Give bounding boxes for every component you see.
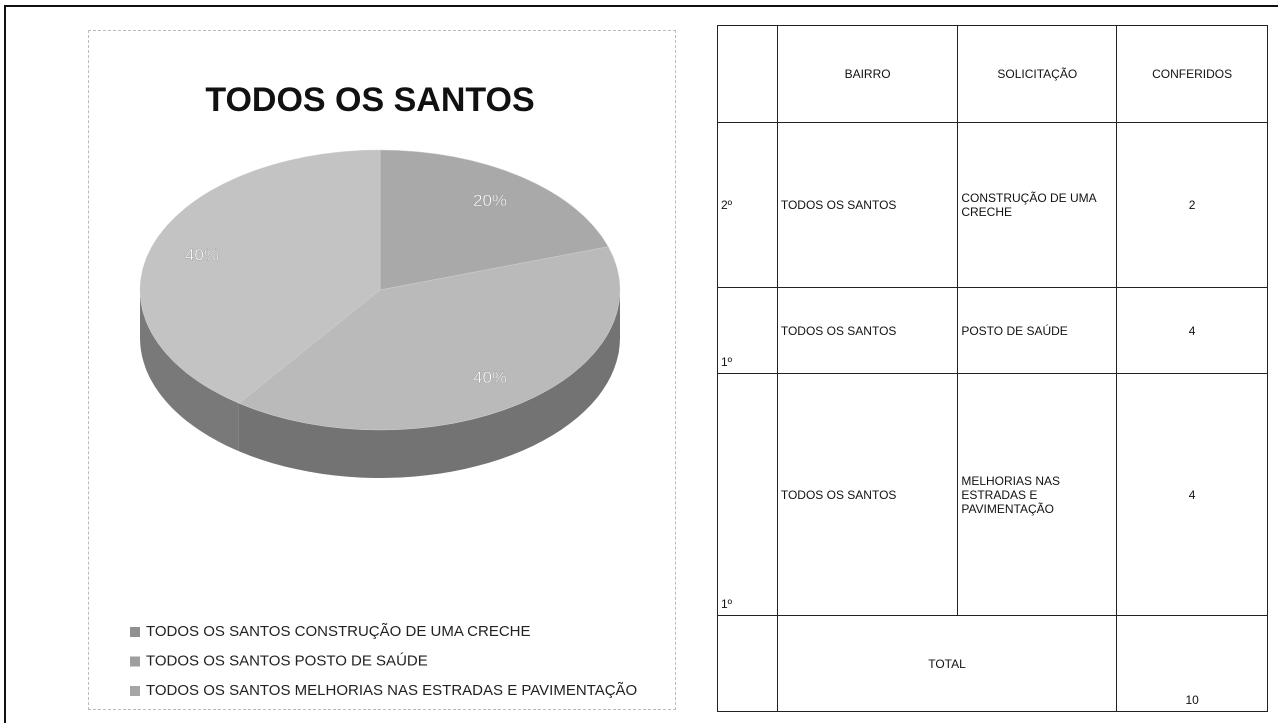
legend-label: TODOS OS SANTOS CONSTRUÇÃO DE UMA CRECHE <box>146 623 531 640</box>
cell: 4 <box>1116 287 1268 374</box>
legend-label: TODOS OS SANTOS MELHORIAS NAS ESTRADAS E… <box>146 682 637 699</box>
cell <box>717 25 778 123</box>
data-label: 40% <box>473 368 507 387</box>
pie-slice <box>238 246 621 431</box>
header-row: BAIRRO SOLICITAÇÃO CONFERIDOS <box>717 25 1268 123</box>
legend-label: TODOS OS SANTOS POSTO DE SAÚDE <box>146 652 428 669</box>
data-label: 20% <box>473 191 507 210</box>
header-cell: BAIRRO <box>776 25 959 123</box>
legend-swatch <box>130 686 140 696</box>
row: 1º TODOS OS SANTOS POSTO DE SAÚDE 4 <box>717 287 1268 374</box>
legend-swatch <box>130 656 140 667</box>
cell: 2º <box>717 122 778 288</box>
cell: 1º <box>717 373 778 616</box>
cell: 1º <box>717 287 778 374</box>
total-value: 10 <box>1116 615 1268 712</box>
cell: 2 <box>1116 122 1268 288</box>
data-table: BAIRRO SOLICITAÇÃO CONFERIDOS 2º TODOS O… <box>717 25 1268 712</box>
cell: MELHORIAS NAS ESTRADAS E PAVIMENTAÇÃO <box>957 373 1118 616</box>
chart-box <box>88 30 676 710</box>
frame <box>4 5 1278 723</box>
cell: CONSTRUÇÃO DE UMA CRECHE <box>957 122 1118 288</box>
cell: TODOS OS SANTOS <box>776 373 959 616</box>
cell <box>717 615 778 712</box>
pie-slice <box>139 149 381 404</box>
legend-swatch <box>130 627 140 637</box>
pie-side <box>140 290 239 452</box>
chart-title: TODOS OS SANTOS <box>205 81 534 119</box>
row: 1º TODOS OS SANTOS MELHORIAS NAS ESTRADA… <box>717 373 1268 616</box>
total-row: TOTAL 10 <box>717 615 1268 712</box>
pie-slice <box>379 149 609 291</box>
cell: TODOS OS SANTOS <box>776 287 959 374</box>
data-label: 40% <box>185 246 219 265</box>
row: 2º TODOS OS SANTOS CONSTRUÇÃO DE UMA CRE… <box>717 122 1268 288</box>
pie-side <box>238 290 620 478</box>
cell: TODOS OS SANTOS <box>776 122 959 288</box>
header-cell: CONFERIDOS <box>1116 25 1268 123</box>
cell: POSTO DE SAÚDE <box>957 287 1118 374</box>
cell: 4 <box>1116 373 1268 616</box>
total-label: TOTAL <box>776 615 1118 712</box>
header-cell: SOLICITAÇÃO <box>957 25 1118 123</box>
